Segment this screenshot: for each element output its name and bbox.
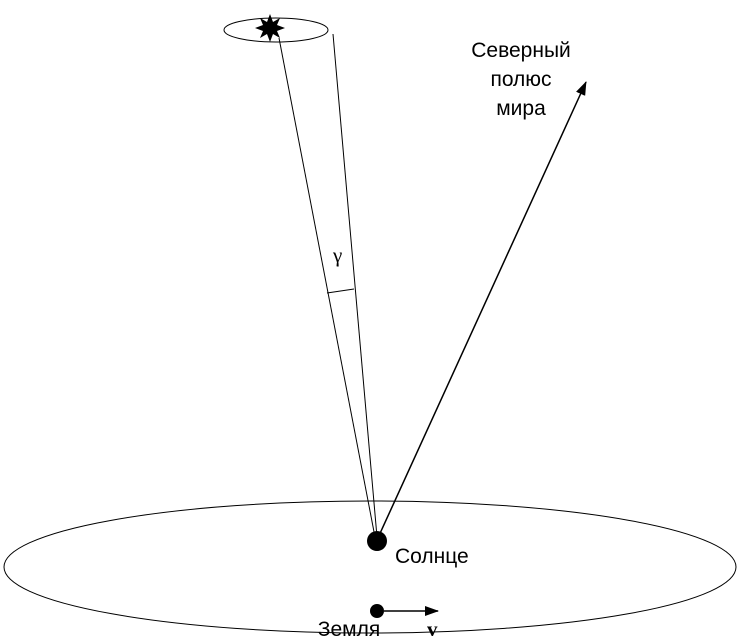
sun-label: Солнце bbox=[395, 545, 469, 568]
earth-orbit bbox=[4, 501, 736, 633]
velocity-label: v bbox=[427, 617, 438, 639]
sun bbox=[367, 531, 387, 551]
sightline-right bbox=[333, 34, 377, 537]
pole-arrow bbox=[377, 82, 586, 540]
sightline-left bbox=[279, 38, 375, 537]
earth bbox=[370, 604, 384, 618]
earth-label: Земля bbox=[318, 618, 380, 639]
pole-label: полюс bbox=[490, 68, 551, 91]
gamma-label: γ bbox=[332, 243, 342, 267]
diagram: Северный полюс мира γ Солнце Земля v bbox=[0, 0, 737, 639]
pole-label: мира bbox=[496, 97, 546, 120]
angle-arc bbox=[327, 289, 354, 293]
pole-label: Северный bbox=[471, 39, 571, 62]
